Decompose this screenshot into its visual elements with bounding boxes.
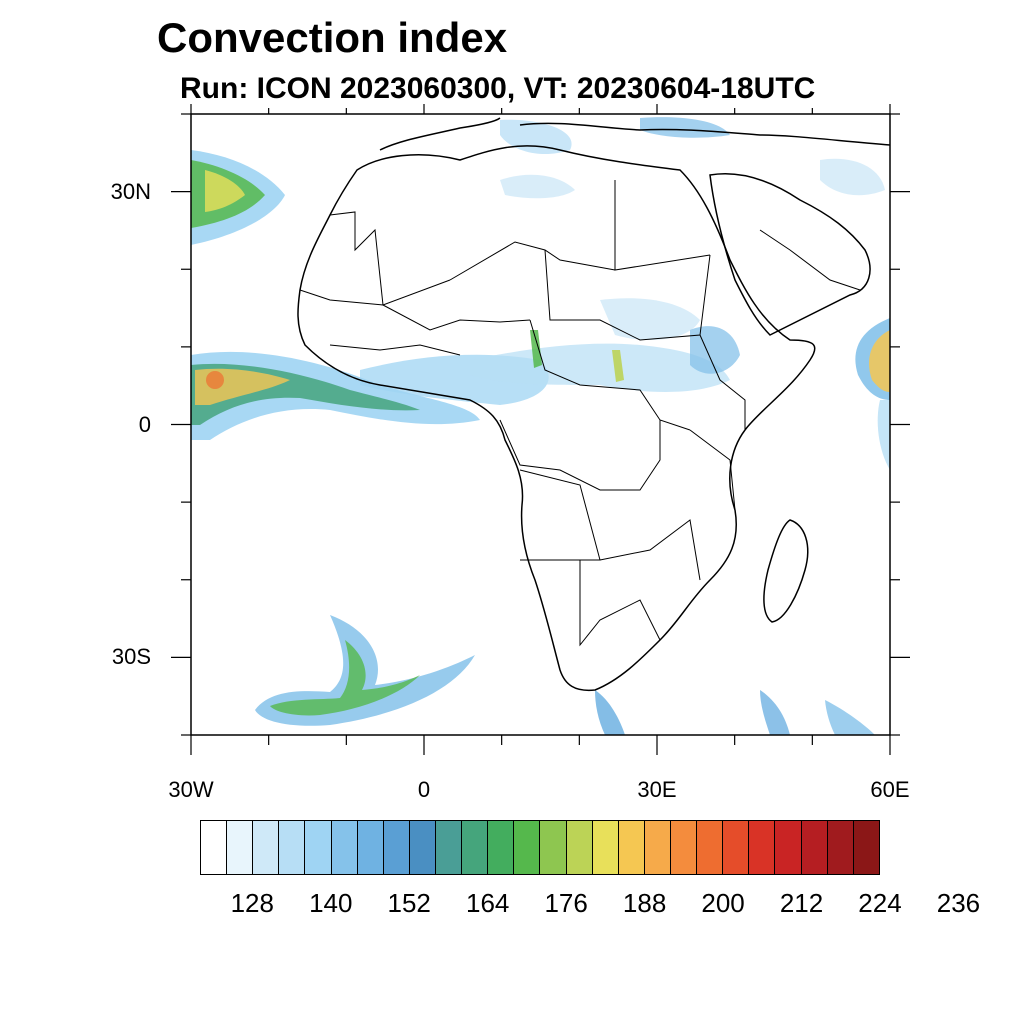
colorbar — [200, 820, 880, 875]
colorbar-label: 164 — [465, 888, 510, 918]
colorbar-box — [670, 821, 698, 874]
colorbar-box — [827, 821, 854, 874]
colorbar-box — [488, 821, 515, 874]
colorbar-box — [514, 821, 541, 874]
colorbar-label: 200 — [701, 888, 745, 918]
colorbar-label: 140 — [309, 888, 353, 918]
map-border — [190, 113, 891, 736]
colorbar-box — [644, 821, 671, 874]
convection-area-algeria — [500, 174, 575, 199]
convection-area-ethiopia — [690, 326, 740, 374]
x-tick-label: 0 — [417, 777, 431, 802]
y-tick-label: 0 — [138, 411, 151, 437]
convection-swirl-south-atlantic-core — [270, 640, 420, 716]
colorbar-label: 188 — [622, 888, 667, 918]
y-tick-label: 30S — [111, 644, 151, 670]
colorbar-label: 212 — [779, 888, 824, 918]
border-namibia-botswana — [579, 560, 661, 647]
colorbar-box — [331, 821, 358, 874]
map-title: Convection index — [157, 14, 508, 61]
colorbar-box — [435, 821, 463, 874]
colorbar-label: 176 — [544, 888, 588, 918]
border-libya-egypt — [614, 180, 711, 271]
border-arabia-inner — [759, 229, 861, 291]
country-borders — [299, 180, 861, 647]
colorbar-box — [462, 821, 489, 874]
map-subtitle: Run: ICON 2023060300, VT: 20230604-18UTC — [180, 72, 816, 105]
colorbar-box — [383, 821, 410, 874]
convection-patch-southwest-indian — [760, 690, 790, 735]
map-frame — [171, 104, 910, 755]
convection-core-indian-ocean — [869, 330, 890, 392]
x-tick-label: 60E — [870, 777, 910, 802]
colorbar-box — [253, 821, 280, 874]
madagascar — [763, 519, 809, 623]
convection-area-arabia — [820, 158, 885, 196]
convection-streak-cameroon — [530, 330, 542, 368]
convection-area-sudan — [600, 298, 700, 340]
colorbar-box — [305, 821, 332, 874]
arabian-peninsula — [709, 173, 871, 336]
convection-peak-north-atlantic — [205, 170, 245, 212]
colorbar-label: 128 — [230, 888, 274, 918]
border-kenya-tanzania — [689, 429, 736, 511]
colorbar-label: 236 — [936, 888, 981, 918]
border-west-africa-coast — [329, 344, 461, 356]
convection-patch-south-africa — [595, 690, 625, 735]
border-niger-nigeria — [382, 304, 531, 331]
border-horn-of-africa — [699, 334, 746, 430]
colorbar-box — [566, 821, 593, 874]
x-tick-label: 30E — [637, 777, 677, 802]
colorbar-box — [853, 821, 879, 874]
convection-strip-east-edge — [877, 400, 890, 470]
colorbar-box — [540, 821, 567, 874]
convection-hotspot-equatorial — [206, 371, 224, 389]
colorbar-box — [697, 821, 724, 874]
border-mauritania-mali — [299, 279, 451, 306]
colorbar-box — [801, 821, 828, 874]
mediterranean-north-coast — [519, 122, 890, 146]
colorbar-box — [618, 821, 645, 874]
convection-area-middle-east — [640, 117, 730, 138]
border-central-africa — [529, 319, 691, 431]
border-algeria-niger — [449, 241, 616, 281]
colorbar-box — [357, 821, 384, 874]
colorbar-box — [749, 821, 776, 874]
convection-area-mediterranean — [500, 119, 572, 155]
colorbar-box — [592, 821, 619, 874]
convection-field — [191, 117, 890, 735]
border-zambia-mozambique — [599, 519, 701, 581]
x-tick-label: 30W — [168, 777, 214, 802]
y-tick-label: 30N — [110, 178, 151, 204]
colorbar-box — [775, 821, 802, 874]
colorbar-box — [201, 821, 228, 874]
colorbar-box — [279, 821, 306, 874]
border-sudan — [544, 249, 711, 341]
colorbar-label: 224 — [858, 888, 902, 918]
colorbar-label: 152 — [387, 888, 431, 918]
convection-streak-south-sudan — [612, 350, 624, 382]
europe-coast — [379, 117, 501, 151]
colorbar-box — [409, 821, 436, 874]
border-sahara-west — [329, 211, 384, 306]
colorbar-box — [227, 821, 254, 874]
convection-patch-south-indian-ocean — [825, 700, 875, 735]
colorbar-box — [723, 821, 750, 874]
border-drc — [499, 419, 661, 491]
